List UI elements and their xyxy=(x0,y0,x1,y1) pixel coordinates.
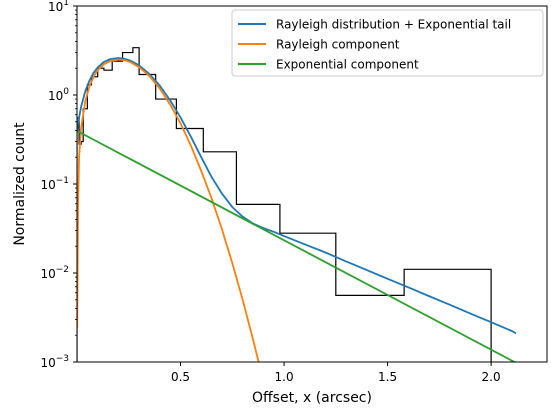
series-line-1 xyxy=(77,57,517,335)
plot-area xyxy=(77,47,517,362)
x-tick-label: 1.0 xyxy=(275,370,294,384)
axes: 0.5 1.0 1.5 2.0 101 100 10−1 10−2 10−3 xyxy=(40,0,500,384)
series-line-2 xyxy=(77,58,272,362)
y-tick-label: 10−3 xyxy=(40,354,69,370)
legend-label-1: Rayleigh distribution + Exponential tail xyxy=(276,18,511,32)
x-axis-label: Offset, x (arcsec) xyxy=(252,390,372,406)
series-line-3 xyxy=(77,130,517,362)
y-tick-label: 100 xyxy=(48,87,69,103)
x-tick-label: 1.5 xyxy=(378,370,397,384)
x-tick-label: 2.0 xyxy=(482,370,501,384)
legend: Rayleigh distribution + Exponential tail… xyxy=(231,9,544,77)
y-axis-label: Normalized count xyxy=(12,122,28,246)
legend-label-3: Exponential component xyxy=(276,58,419,72)
legend-box xyxy=(231,9,544,77)
histogram-steps xyxy=(77,47,492,362)
y-tick-label: 10−2 xyxy=(40,265,69,281)
legend-label-2: Rayleigh component xyxy=(276,38,400,52)
x-tick-label: 0.5 xyxy=(171,370,190,384)
y-tick-label: 10−1 xyxy=(40,176,69,192)
y-tick-label: 101 xyxy=(48,0,69,14)
